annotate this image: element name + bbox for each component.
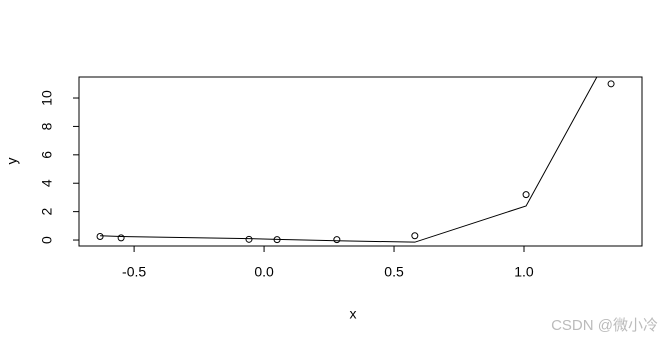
plot-box xyxy=(78,76,643,247)
point xyxy=(333,236,341,244)
y-tick-label: 0 xyxy=(39,236,55,244)
y-tick-label: 4 xyxy=(39,179,55,187)
fit-line xyxy=(100,77,598,243)
y-tick-label: 8 xyxy=(39,122,55,130)
y-tick-label: 2 xyxy=(39,208,55,216)
point xyxy=(96,232,104,240)
plot-area xyxy=(96,77,615,244)
x-tick-label: 0.0 xyxy=(254,264,274,280)
watermark: CSDN @微小冷 xyxy=(551,317,658,334)
point xyxy=(117,234,125,242)
x-tick-label: -0.5 xyxy=(122,264,146,280)
point xyxy=(245,235,253,243)
point xyxy=(607,80,615,88)
y-tick-label: 10 xyxy=(39,90,55,106)
point xyxy=(522,191,530,199)
y-axis-label: y xyxy=(4,158,20,165)
x-tick-label: 1.0 xyxy=(514,264,534,280)
x-axis-label: x xyxy=(350,306,357,322)
point xyxy=(411,232,419,240)
y-tick-label: 6 xyxy=(39,151,55,159)
x-tick-label: 0.5 xyxy=(384,264,404,280)
